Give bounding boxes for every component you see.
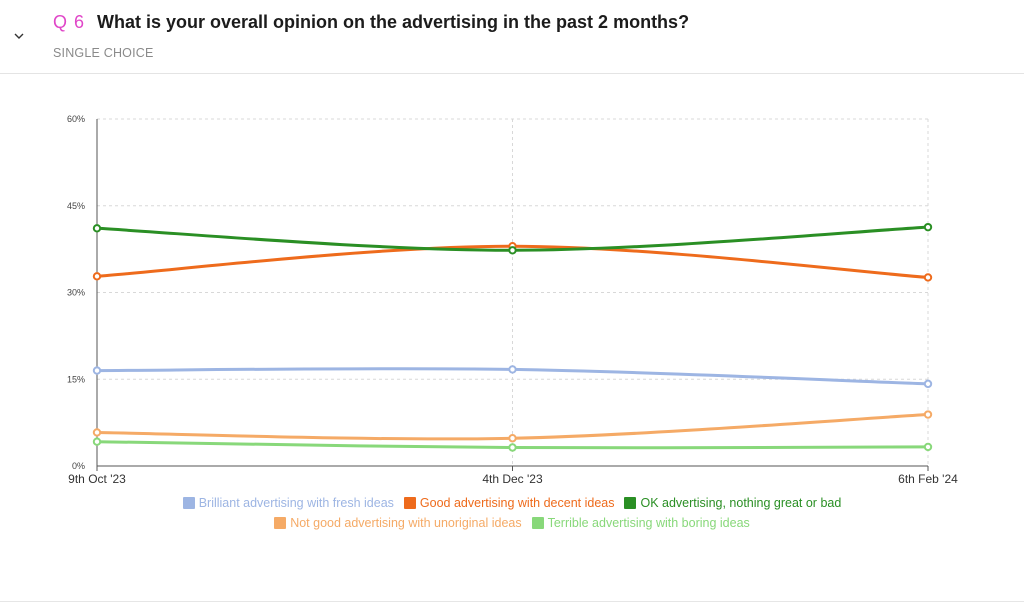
question-header: Q 6 What is your overall opinion on the …	[0, 0, 1024, 74]
legend-label: Good advertising with decent ideas	[419, 496, 615, 510]
data-point	[923, 442, 933, 452]
legend-item[interactable]: OK advertising, nothing great or bad	[624, 496, 841, 510]
question-title: What is your overall opinion on the adve…	[97, 12, 690, 32]
question-number: Q 6	[53, 12, 86, 32]
legend-swatch	[624, 497, 637, 509]
data-point	[508, 443, 517, 452]
legend-item[interactable]: Brilliant advertising with fresh ideas	[182, 496, 394, 510]
data-point	[508, 246, 517, 255]
legend-swatch	[182, 497, 195, 509]
data-point	[92, 437, 102, 446]
data-point	[508, 434, 517, 443]
legend-label: Terrible advertising with boring ideas	[547, 516, 750, 530]
y-tick-label: 0%	[72, 461, 85, 471]
legend-label: OK advertising, nothing great or bad	[640, 496, 842, 510]
y-tick-label: 45%	[67, 201, 85, 211]
legend-item[interactable]: Good advertising with decent ideas	[403, 496, 615, 510]
legend-row: Brilliant advertising with fresh ideas Go…	[0, 496, 1024, 510]
line-chart: 0% 15% 30% 45% 60% 9th Oct '23 4th Dec '23 6th …	[67, 114, 958, 486]
data-point	[92, 366, 102, 375]
chevron-down-icon[interactable]	[10, 30, 28, 44]
legend-swatch	[531, 517, 544, 529]
data-point	[923, 273, 933, 282]
legend-item[interactable]: Not good advertising with unoriginal ide…	[274, 516, 522, 530]
data-point	[508, 365, 517, 374]
legend-label: Brilliant advertising with fresh ideas	[198, 496, 394, 510]
bottom-divider	[0, 601, 1024, 602]
data-point	[923, 222, 933, 232]
legend-row: Not good advertising with unoriginal ide…	[0, 516, 1024, 530]
legend-label: Not good advertising with unoriginal ide…	[290, 516, 522, 530]
x-tick-label: 6th Feb '24	[898, 472, 958, 486]
legend-swatch	[403, 497, 416, 509]
y-tick-label: 30%	[67, 288, 85, 298]
question-type: SINGLE CHOICE	[53, 46, 154, 60]
y-tick-label: 15%	[67, 374, 85, 384]
legend-swatch	[274, 517, 287, 529]
legend-item[interactable]: Terrible advertising with boring ideas	[531, 516, 750, 530]
data-point	[923, 410, 933, 419]
x-tick-label: 4th Dec '23	[482, 472, 543, 486]
data-point	[92, 428, 102, 437]
data-point	[92, 224, 102, 233]
data-point	[92, 272, 102, 281]
y-tick-label: 60%	[67, 114, 85, 124]
x-tick-label: 9th Oct '23	[68, 472, 126, 486]
data-point	[923, 379, 933, 389]
